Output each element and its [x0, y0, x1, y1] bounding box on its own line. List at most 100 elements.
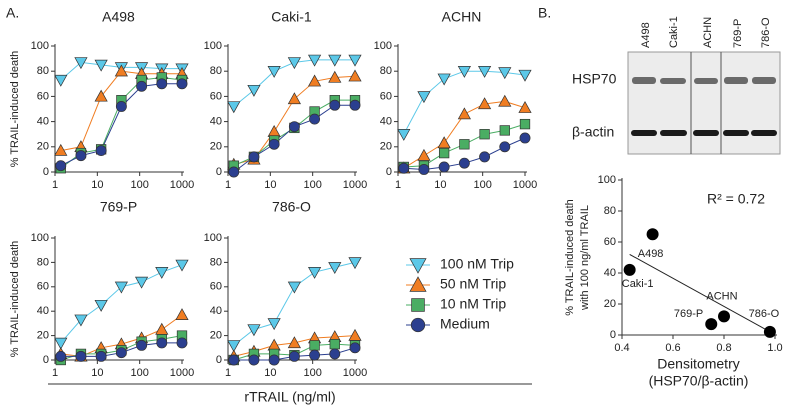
y-tick-label: 80 [604, 205, 616, 217]
y-axis-label: % TRAIL-induced death [9, 51, 21, 168]
marker [75, 350, 87, 362]
x-tick-label: 10 [264, 367, 276, 379]
marker [268, 354, 280, 366]
marker [479, 129, 490, 140]
marker [348, 69, 362, 82]
x-tick-label: 0.6 [665, 342, 680, 354]
y-tick-label: 40 [37, 305, 49, 317]
y-tick-label: 60 [37, 281, 49, 293]
y-tick-label: 60 [37, 90, 49, 102]
blot-row-label: HSP70 [572, 71, 617, 87]
marker [287, 336, 301, 349]
marker [499, 141, 511, 153]
marker [309, 349, 321, 361]
marker [95, 145, 107, 157]
x-tick-label: 0.4 [614, 342, 629, 354]
chart-title: Caki-1 [271, 9, 312, 25]
chart-title: 769-P [100, 199, 137, 215]
marker [457, 107, 471, 120]
x-tick-label: 1 [225, 179, 231, 191]
x-tick-label: 100 [130, 179, 148, 191]
x-axis-label: Densitometry [657, 356, 739, 372]
marker [328, 70, 342, 83]
marker [477, 66, 492, 78]
marker [54, 337, 68, 350]
panel-label: A. [6, 5, 19, 21]
marker [458, 157, 470, 169]
marker [176, 78, 188, 90]
point [646, 228, 659, 241]
marker [349, 342, 361, 354]
y-tick-label: 20 [37, 141, 49, 153]
marker [94, 59, 108, 72]
x-tick-label: 1.0 [767, 342, 782, 354]
y-tick-label: 0 [43, 354, 49, 366]
marker [329, 348, 341, 360]
point-label: ACHN [706, 290, 737, 302]
marker [268, 138, 280, 150]
marker [479, 151, 491, 163]
marker [94, 89, 108, 102]
marker [175, 308, 189, 321]
y-tick-label: 100 [31, 40, 49, 52]
marker [134, 276, 149, 289]
y-tick-label: 0 [216, 354, 222, 366]
marker [288, 121, 300, 133]
marker [498, 94, 512, 107]
marker [176, 337, 188, 349]
marker [287, 281, 301, 294]
marker [155, 267, 169, 279]
marker [136, 80, 148, 92]
marker [94, 299, 108, 312]
marker [267, 66, 281, 78]
trend-line [629, 253, 768, 331]
marker [438, 161, 450, 173]
blot-row-label: β-actin [572, 124, 614, 140]
marker [54, 143, 68, 156]
actin-bands [631, 130, 777, 136]
point-label: 786-O [749, 308, 780, 320]
y-tick-label: 60 [210, 281, 222, 293]
marker [114, 64, 128, 77]
y-tick-label: 60 [380, 90, 392, 102]
series-line [233, 261, 356, 346]
legend-marker [409, 276, 427, 292]
marker [54, 74, 68, 87]
y-tick-label: 40 [210, 116, 222, 128]
blot-frame [627, 51, 781, 155]
lane-label: 786-O [760, 17, 772, 48]
legend-marker [411, 298, 425, 312]
marker [248, 354, 260, 366]
marker [309, 340, 320, 351]
marker [328, 262, 342, 275]
point-label: A498 [638, 248, 664, 260]
y-tick-label: 20 [210, 141, 222, 153]
legend-label: 50 nM Trip [440, 276, 506, 292]
marker [438, 147, 450, 159]
x-tick-label: 1 [395, 179, 401, 191]
x-axis-label: (HSP70/β-actin) [649, 373, 749, 389]
point [705, 318, 718, 331]
marker [518, 69, 532, 82]
chart-title: A498 [102, 9, 135, 25]
marker [75, 150, 87, 162]
marker [309, 113, 321, 125]
x-tick-label: 10 [91, 179, 103, 191]
marker [397, 129, 411, 141]
legend-label: Medium [440, 316, 490, 332]
x-tick-label: 1000 [513, 179, 537, 191]
y-tick-label: 60 [210, 90, 222, 102]
legend-label: 10 nM Trip [440, 296, 506, 312]
y-tick-label: 100 [204, 232, 222, 244]
marker [287, 92, 301, 105]
marker [499, 125, 510, 136]
marker [348, 328, 362, 341]
marker [519, 118, 531, 130]
y-tick-label: 0 [386, 166, 392, 178]
marker [155, 322, 169, 335]
marker [248, 151, 260, 163]
x-tick-label: 1 [52, 179, 58, 191]
x-tick-label: 100 [303, 367, 321, 379]
marker [348, 54, 362, 67]
marker [95, 350, 107, 362]
